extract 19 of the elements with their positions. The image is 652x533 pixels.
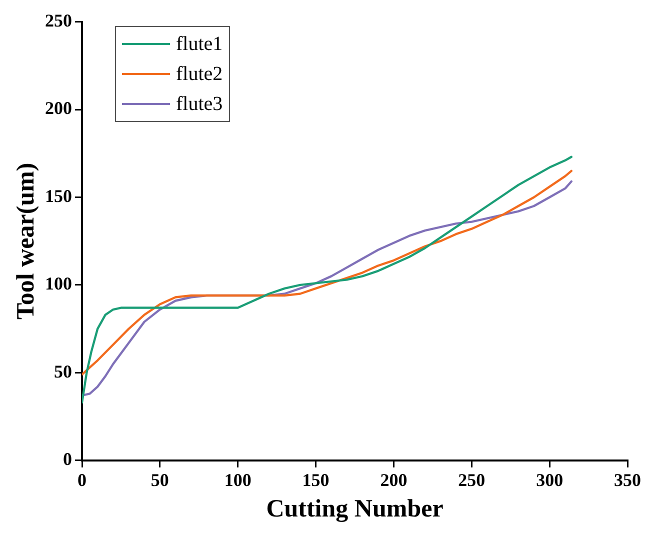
x-tick-label: 200 — [380, 470, 408, 490]
x-tick-label: 300 — [536, 470, 564, 490]
y-axis-title: Tool wear(um) — [12, 162, 40, 320]
x-tick-label: 150 — [302, 470, 330, 490]
x-tick-label: 0 — [78, 470, 86, 490]
y-tick-label: 150 — [45, 186, 72, 206]
y-tick-label: 0 — [63, 449, 72, 470]
legend-label: flute1 — [176, 32, 223, 56]
x-tick-label: 100 — [224, 470, 252, 490]
x-tick-label: 250 — [458, 470, 486, 490]
legend-label: flute3 — [176, 92, 223, 116]
y-tick-label: 250 — [45, 10, 72, 30]
x-axis-title: Cutting Number — [266, 495, 444, 522]
x-tick-label: 350 — [614, 470, 641, 490]
y-tick-label: 50 — [54, 361, 72, 382]
x-tick-label: 50 — [150, 470, 169, 490]
legend-label: flute2 — [176, 62, 223, 86]
y-tick-label: 100 — [45, 274, 72, 294]
y-tick-label: 200 — [45, 98, 72, 118]
